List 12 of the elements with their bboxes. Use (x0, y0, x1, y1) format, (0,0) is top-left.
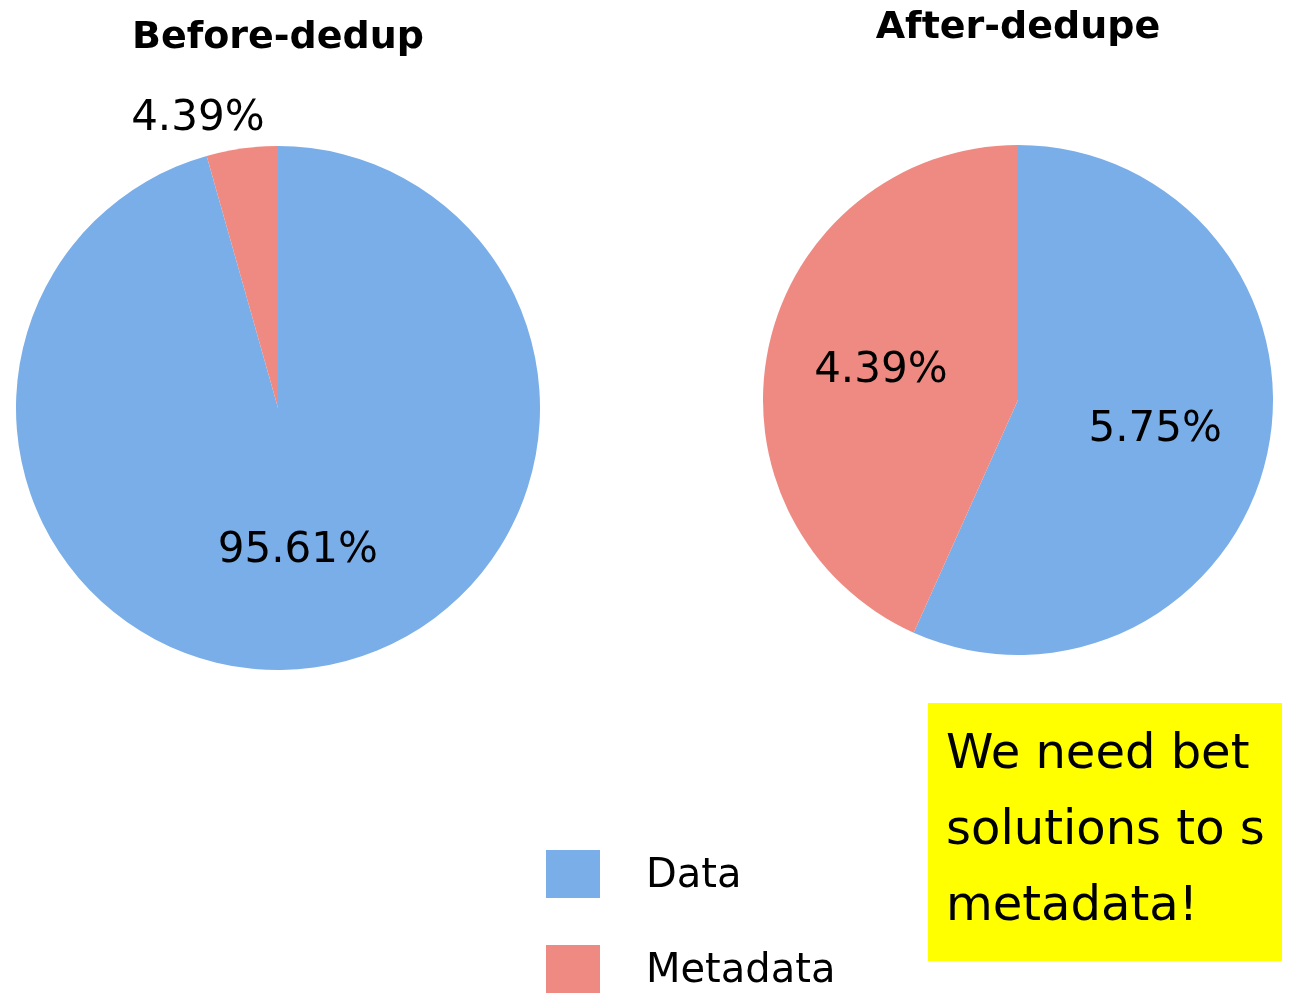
data-label: 4.39% (131, 91, 265, 141)
chart-title: Before-dedup (131, 13, 425, 57)
legend-label: Data (646, 850, 742, 896)
data-label: 5.75% (1088, 401, 1222, 451)
pie-slice (206, 146, 278, 408)
chart-title: After-dedupe (875, 3, 1161, 47)
text: We need bet solutions to s metadata! (946, 723, 1265, 931)
data-label: 95.61% (217, 523, 378, 573)
pie-slice (16, 146, 540, 670)
pie-slice (763, 145, 1018, 633)
legend-label: Metadata (646, 945, 836, 991)
data-label: 4.39% (814, 343, 948, 393)
